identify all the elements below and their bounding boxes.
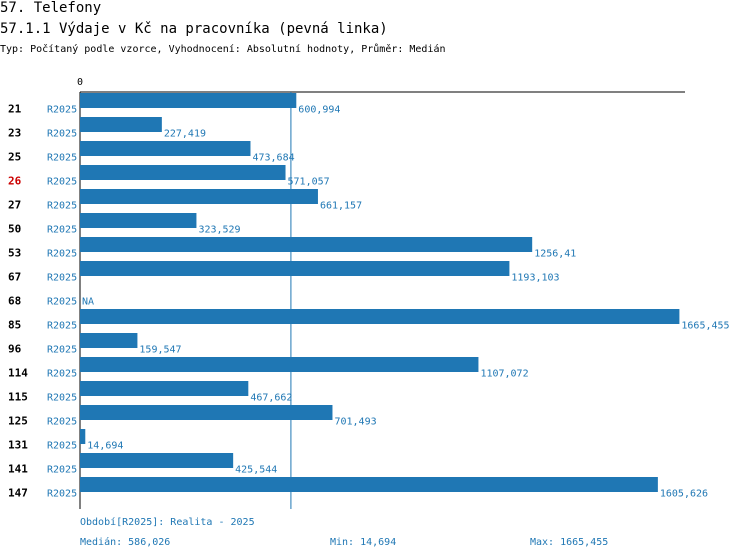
series-label: R2025 — [47, 417, 77, 428]
data-label: 600,994 — [298, 105, 340, 116]
series-label: R2025 — [47, 153, 77, 164]
data-label: 661,157 — [320, 201, 362, 212]
series-label: R2025 — [47, 393, 77, 404]
series-label: R2025 — [47, 489, 77, 500]
chart-title: 57.1.1 Výdaje v Kč na pracovníka (pevná … — [0, 21, 388, 37]
footer-max: Max: 1665,455 — [530, 537, 609, 548]
bar — [80, 189, 318, 204]
category-label: 141 — [8, 463, 28, 476]
category-label: 147 — [8, 487, 28, 500]
footer-min: Min: 14,694 — [330, 537, 397, 548]
data-label: 1107,072 — [480, 369, 528, 380]
bar — [80, 261, 510, 276]
data-label: 1605,626 — [660, 489, 708, 500]
bar — [80, 237, 533, 252]
axis-zero-label: 0 — [77, 77, 83, 88]
chart-subtitle: Typ: Počítaný podle vzorce, Vyhodnocení:… — [0, 44, 446, 55]
category-label: 21 — [8, 103, 22, 116]
bar — [80, 117, 162, 132]
series-label: R2025 — [47, 249, 77, 260]
data-label: 1193,103 — [511, 273, 559, 284]
bar — [80, 141, 251, 156]
data-label: 323,529 — [198, 225, 240, 236]
category-label: 96 — [8, 343, 22, 356]
bar — [80, 357, 479, 372]
data-label: 159,547 — [139, 345, 181, 356]
bar — [80, 93, 297, 108]
bar — [80, 405, 333, 420]
footer-median: Medián: 586,026 — [80, 537, 171, 548]
data-label: NA — [82, 297, 94, 308]
category-label: 25 — [8, 151, 21, 164]
data-label: 467,662 — [250, 393, 292, 404]
series-label: R2025 — [47, 345, 77, 356]
category-label: 68 — [8, 295, 21, 308]
data-label: 1665,455 — [681, 321, 729, 332]
series-label: R2025 — [47, 129, 77, 140]
category-label: 53 — [8, 247, 21, 260]
bar — [80, 333, 138, 348]
data-label: 227,419 — [164, 129, 206, 140]
bar — [80, 213, 197, 228]
bar — [80, 165, 286, 180]
category-label: 131 — [8, 439, 28, 452]
series-label: R2025 — [47, 201, 77, 212]
bar — [80, 309, 680, 324]
category-label: 26 — [8, 175, 22, 188]
footer-period: Období[R2025]: Realita - 2025 — [80, 517, 255, 528]
section-title: 57. Telefony — [0, 0, 102, 16]
bar — [80, 477, 658, 492]
series-label: R2025 — [47, 465, 77, 476]
category-label: 27 — [8, 199, 21, 212]
series-label: R2025 — [47, 297, 77, 308]
data-label: 425,544 — [235, 465, 277, 476]
category-label: 85 — [8, 319, 21, 332]
data-label: 571,057 — [288, 177, 330, 188]
category-label: 115 — [8, 391, 28, 404]
category-label: 23 — [8, 127, 21, 140]
series-label: R2025 — [47, 177, 77, 188]
series-label: R2025 — [47, 105, 77, 116]
category-label: 125 — [8, 415, 28, 428]
series-label: R2025 — [47, 369, 77, 380]
category-label: 50 — [8, 223, 21, 236]
series-label: R2025 — [47, 273, 77, 284]
series-label: R2025 — [47, 225, 77, 236]
data-label: 1256,41 — [534, 249, 576, 260]
data-label: 473,684 — [252, 153, 294, 164]
series-label: R2025 — [47, 321, 77, 332]
bar — [80, 381, 249, 396]
data-label: 14,694 — [87, 441, 123, 452]
bar-chart: 0 21 R2025 600,994 23 R2025 227,419 25 R2025 473,… — [8, 77, 730, 509]
category-label: 67 — [8, 271, 21, 284]
data-label: 701,493 — [334, 417, 376, 428]
series-label: R2025 — [47, 441, 77, 452]
category-label: 114 — [8, 367, 28, 380]
bar — [80, 453, 234, 468]
bar — [80, 429, 86, 444]
